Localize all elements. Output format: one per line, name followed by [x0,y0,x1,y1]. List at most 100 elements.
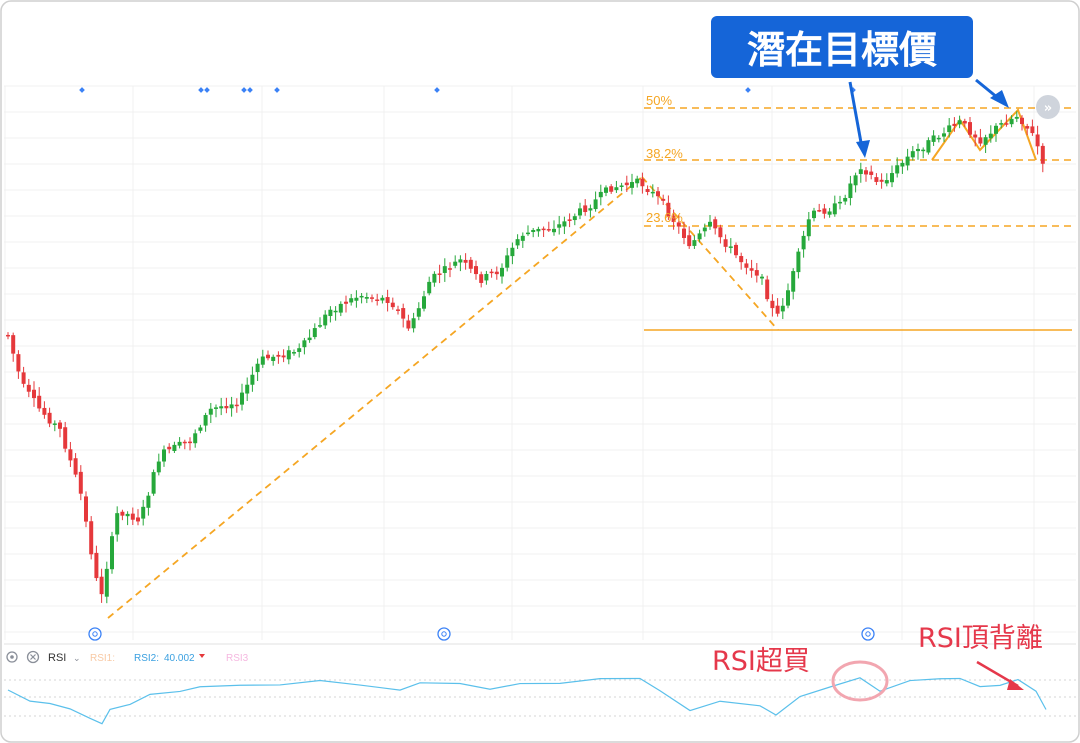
remove-indicator-button[interactable] [26,650,40,664]
callout-arrows [848,78,1009,158]
candle-body [442,266,447,273]
candle-body [364,297,369,299]
candle-body [583,205,588,213]
candle-body [1014,116,1019,119]
candle-body [63,427,68,449]
candle-body [661,198,666,201]
candle-body [728,246,733,248]
candle-body [910,151,915,158]
candle-body [224,406,229,409]
candle-body [858,169,863,174]
candle-body [739,256,744,263]
candle-body [947,125,952,133]
candle-body [463,259,468,263]
candle-body [32,389,36,399]
candle-body [370,297,374,299]
candle-body [843,197,848,202]
candle-body [578,208,582,216]
candle-body [42,407,47,415]
candle-body [177,441,182,446]
candle-body [380,297,385,301]
candle-body [505,255,510,268]
candle-body [162,449,166,462]
candle-body [999,123,1004,125]
candle-body [312,328,317,338]
event-diamond [241,87,247,93]
candle-body [994,125,998,134]
top-markers [79,87,856,93]
rsi-grid [4,679,1076,717]
fib-label-23: 23.6% [646,210,683,225]
candle-body [796,251,801,273]
event-icon [861,627,875,641]
candle-body [146,495,151,508]
settings-button[interactable] [6,651,18,663]
candle-body [16,354,21,372]
indicator-name[interactable]: RSI [48,652,66,664]
candle-body [432,273,437,283]
candle-body [770,300,775,309]
event-icon-inner [441,631,447,637]
candle-body [406,320,411,329]
candle-body [916,148,920,152]
candle-body [806,219,811,237]
candle-body [817,210,822,212]
candle-body [515,239,520,246]
candle-body [104,568,109,597]
candle-body [271,356,276,361]
candle-body [1030,126,1035,134]
candle-body [827,211,832,215]
candle-body [182,441,187,444]
candle-body [437,273,442,275]
candle-body [6,334,10,337]
candle-body [723,239,728,247]
candle-body [156,461,161,473]
candle-body [458,259,463,263]
candle-body [812,210,816,219]
candle-body [494,271,499,275]
candle-body [921,149,926,152]
candle-body [411,318,416,329]
fib-label-50: 50% [646,93,672,108]
callout-text: 潛在目標價 [747,28,937,72]
candle-body [890,173,894,183]
candle-body [276,354,281,357]
candle-body [838,201,842,204]
double-chevron-right-icon: » [1044,101,1052,116]
candle-body [926,140,931,153]
candle-body [983,137,988,145]
candle-body [822,208,827,214]
candle-body [734,244,738,256]
candle-body [931,135,936,142]
candle-body [874,177,879,182]
candle-body [786,290,790,306]
candle-body [110,536,114,570]
candle-body [229,404,234,409]
candle-body [973,134,978,138]
candle-body [359,295,364,298]
rsi2-label: RSI2: [134,653,159,664]
candle-body [115,513,120,535]
candle-body [453,261,458,266]
candle-body [375,299,380,301]
candle-body [250,374,255,385]
scroll-right-button[interactable]: » [1036,95,1060,119]
candle-body [500,267,504,277]
candle-body [952,123,957,126]
candle-body [84,496,88,522]
candle-body [94,552,99,579]
candle-body [697,233,702,240]
trend-guide [107,176,643,619]
down-arrow-icon [199,654,205,658]
candle-body [292,352,296,354]
candle-body [884,180,889,184]
candle-body [702,227,707,232]
callout-arrowhead-right [990,90,1009,108]
event-diamond [204,87,210,93]
candle-body [37,395,42,409]
candle-body [78,471,83,494]
candle-body [619,185,624,187]
chevron-down-icon[interactable]: ⌄ [73,654,81,664]
zigzag-guide [931,108,1037,161]
event-icon [88,627,102,641]
